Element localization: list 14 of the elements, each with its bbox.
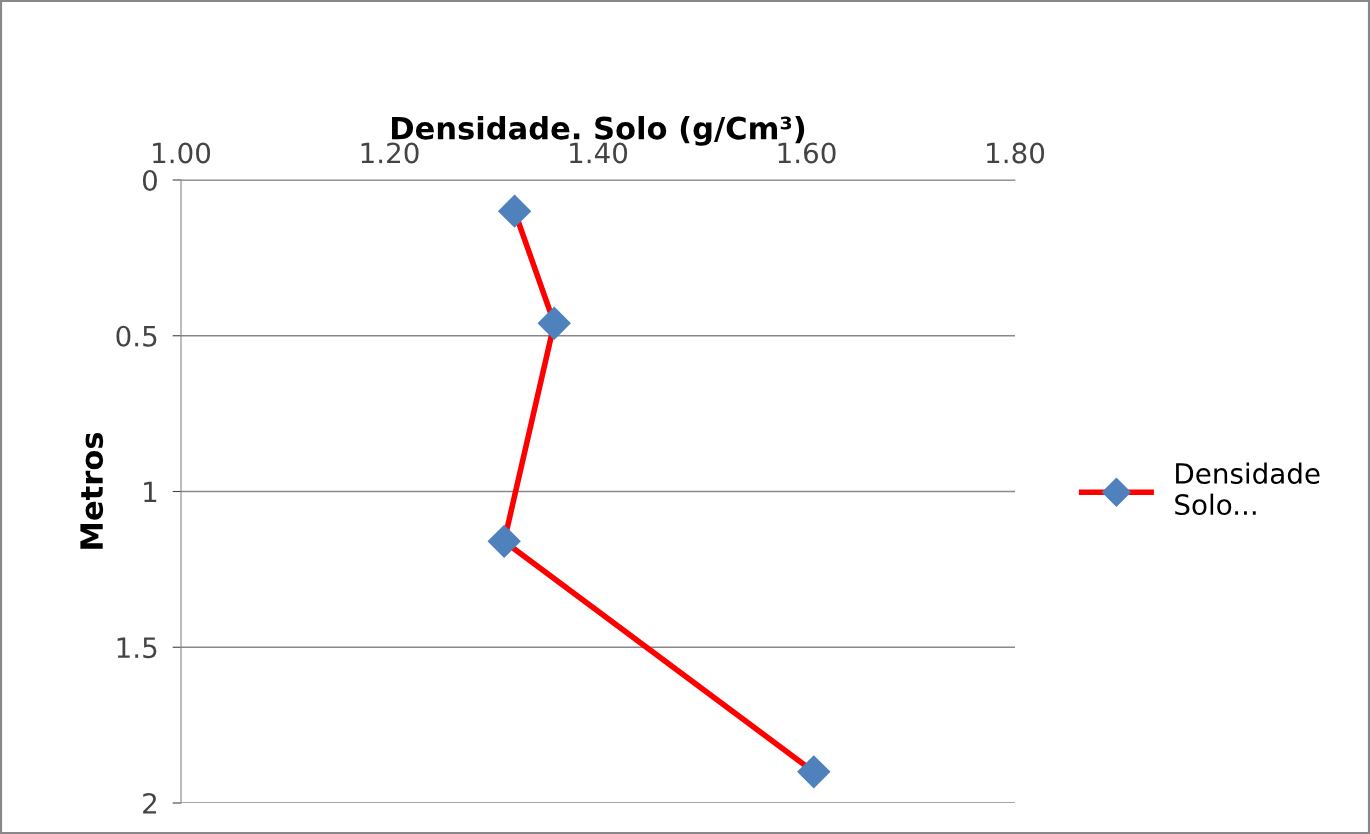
y-tick-label: 1.5	[117, 637, 157, 659]
point	[537, 306, 571, 340]
point	[797, 755, 831, 789]
x-tick-label: 1.40	[570, 142, 628, 164]
point	[487, 524, 521, 558]
y-tick-label: 0.5	[116, 325, 157, 347]
y-tick-label: 0	[142, 169, 157, 191]
y-tick-label: 1	[144, 481, 157, 503]
point	[498, 194, 532, 228]
x-tick-label: 1.80	[987, 142, 1045, 164]
y-axis-title: Metros	[80, 432, 104, 549]
legend-label: Densidade Solo...	[1175, 462, 1320, 516]
x-tick-label: 1.00	[153, 142, 211, 164]
y-tick-label: 2	[143, 792, 156, 814]
